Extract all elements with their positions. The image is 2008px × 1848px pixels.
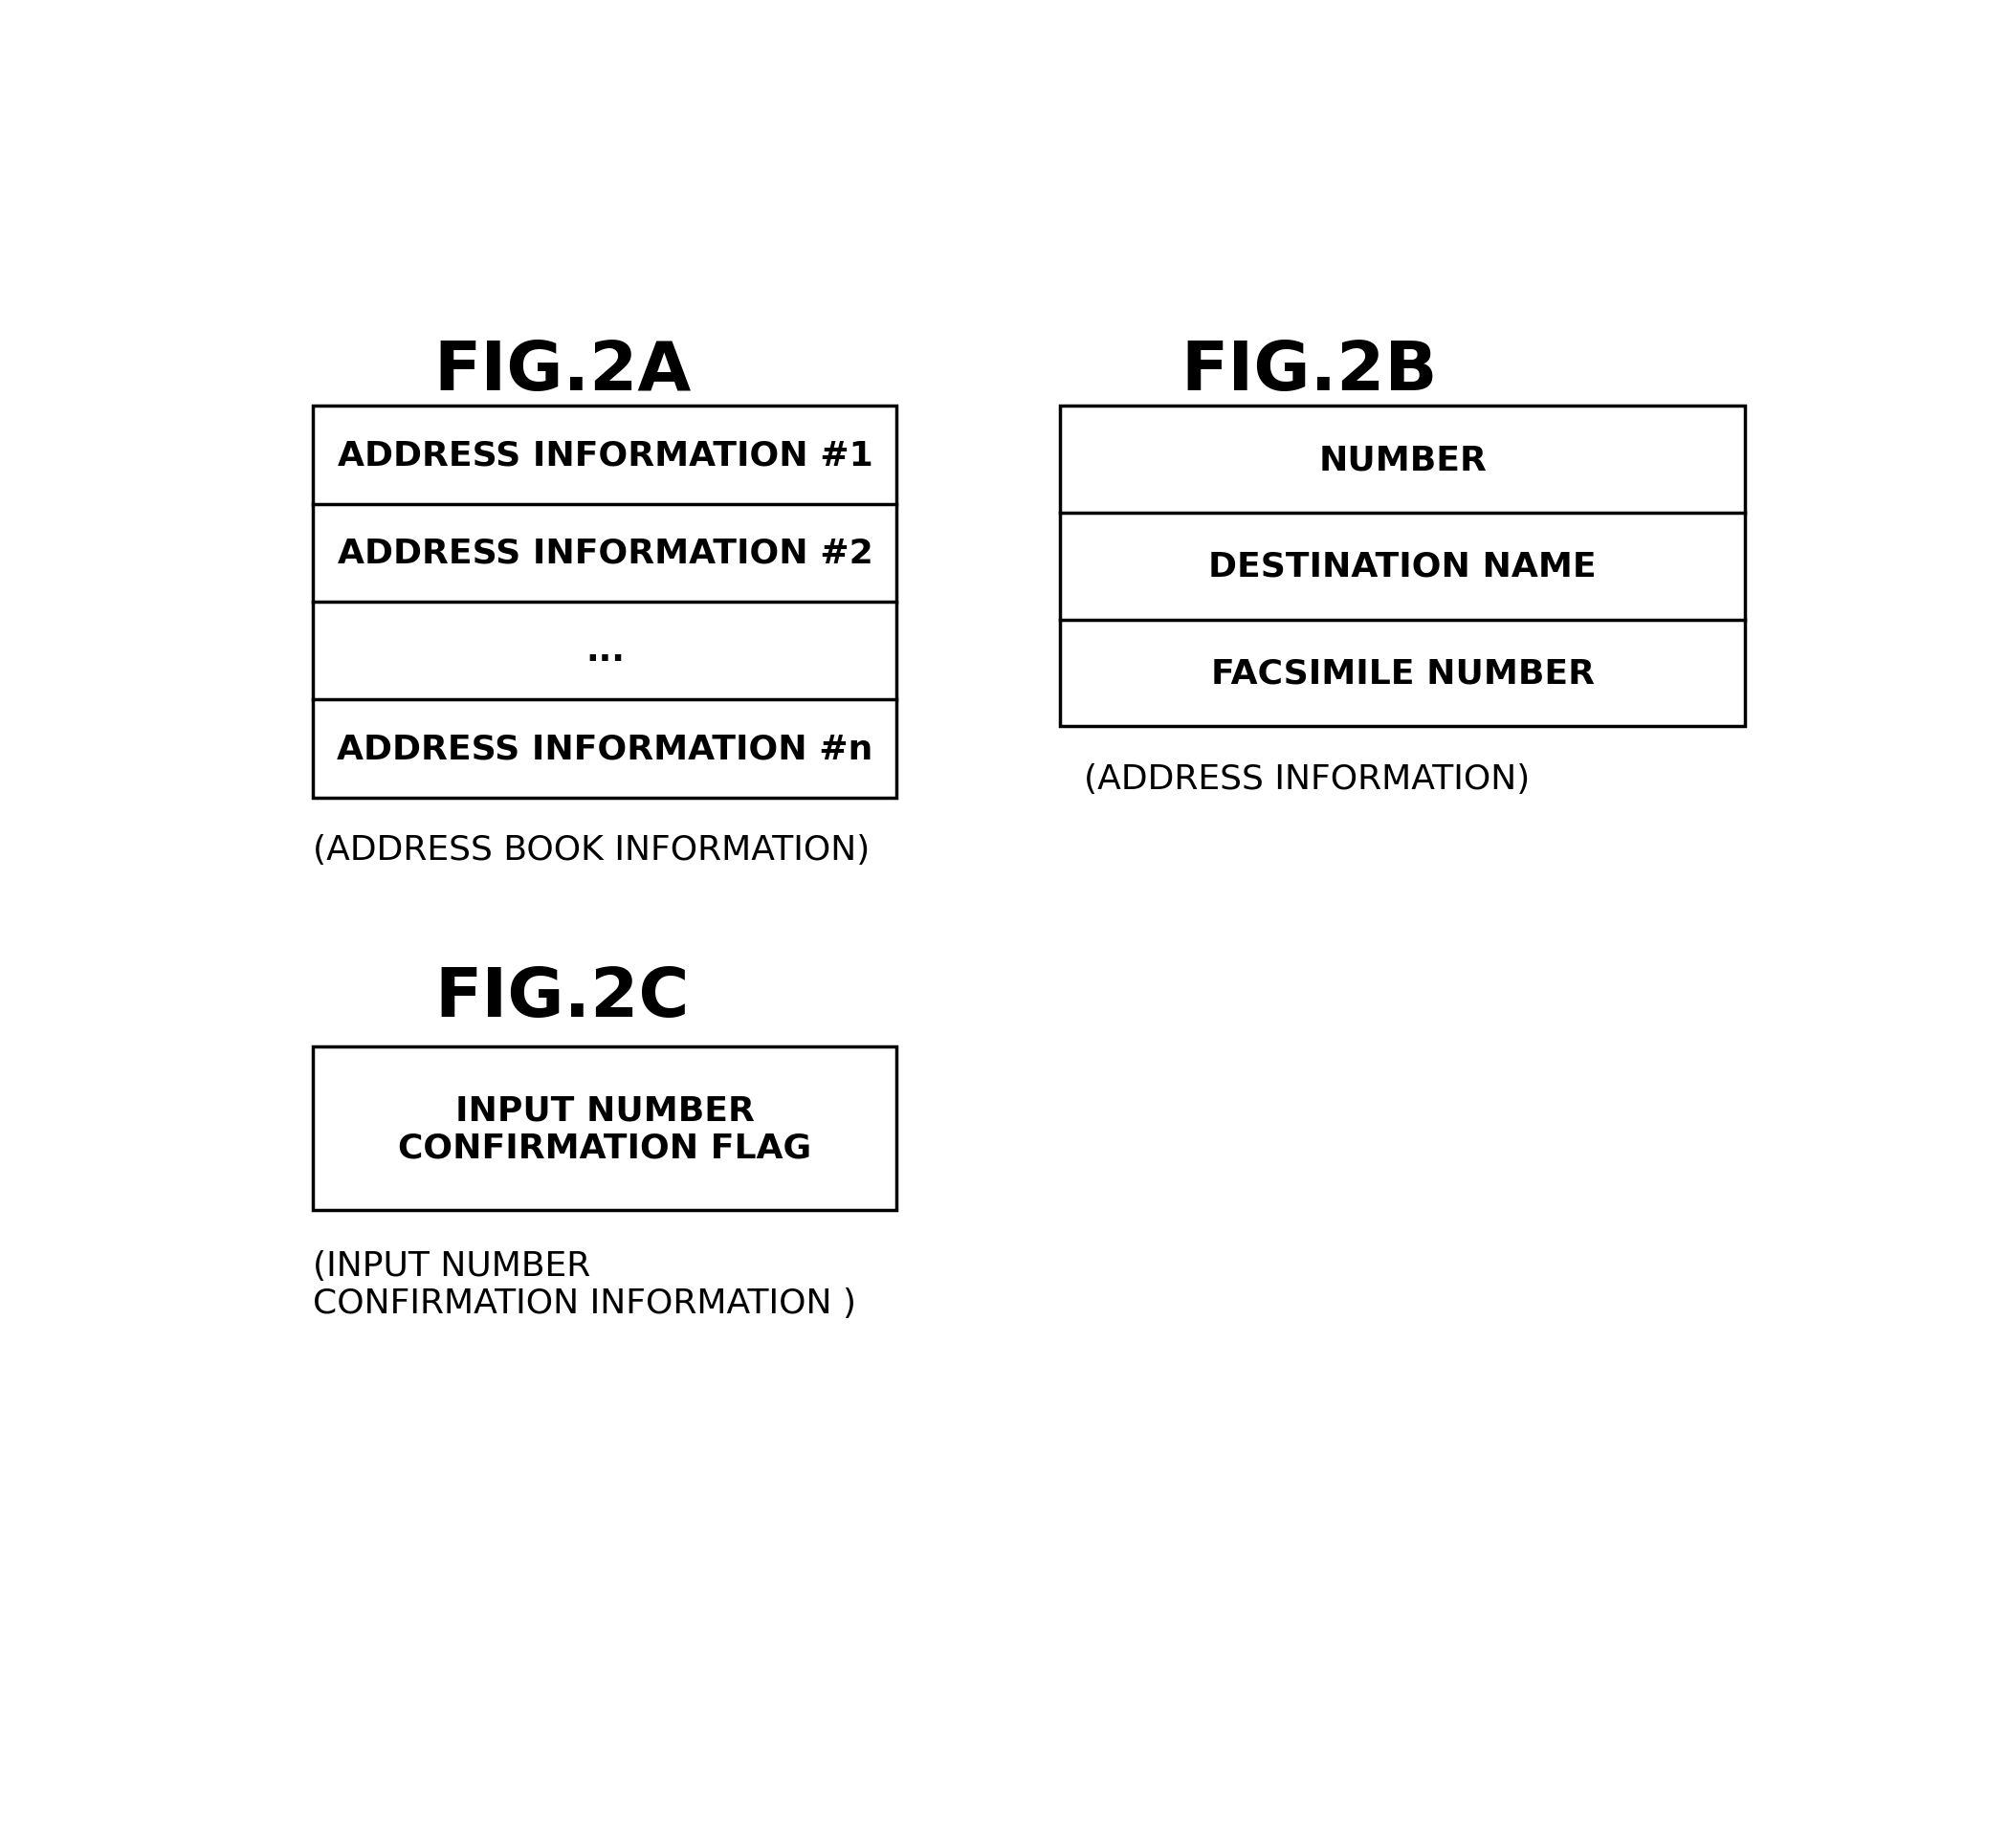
Text: INPUT NUMBER
CONFIRMATION FLAG: INPUT NUMBER CONFIRMATION FLAG bbox=[398, 1094, 811, 1164]
Text: ADDRESS INFORMATION #1: ADDRESS INFORMATION #1 bbox=[337, 440, 873, 471]
Text: FIG.2B: FIG.2B bbox=[1181, 338, 1438, 405]
Text: ADDRESS INFORMATION #n: ADDRESS INFORMATION #n bbox=[337, 734, 873, 765]
Text: NUMBER: NUMBER bbox=[1319, 444, 1486, 477]
Text: DESTINATION NAME: DESTINATION NAME bbox=[1209, 551, 1596, 584]
Bar bbox=[313, 1048, 898, 1210]
Text: FACSIMILE NUMBER: FACSIMILE NUMBER bbox=[1211, 658, 1594, 689]
Text: (ADDRESS BOOK INFORMATION): (ADDRESS BOOK INFORMATION) bbox=[313, 833, 869, 867]
Text: FIG.2A: FIG.2A bbox=[434, 338, 691, 405]
Text: (INPUT NUMBER
CONFIRMATION INFORMATION ): (INPUT NUMBER CONFIRMATION INFORMATION ) bbox=[313, 1249, 857, 1319]
Text: ADDRESS INFORMATION #2: ADDRESS INFORMATION #2 bbox=[337, 538, 873, 569]
Text: ...: ... bbox=[586, 636, 624, 667]
Bar bbox=[313, 407, 898, 798]
Text: (ADDRESS INFORMATION): (ADDRESS INFORMATION) bbox=[1084, 763, 1530, 795]
Bar bbox=[1060, 407, 1745, 726]
Text: FIG.2C: FIG.2C bbox=[436, 965, 689, 1029]
